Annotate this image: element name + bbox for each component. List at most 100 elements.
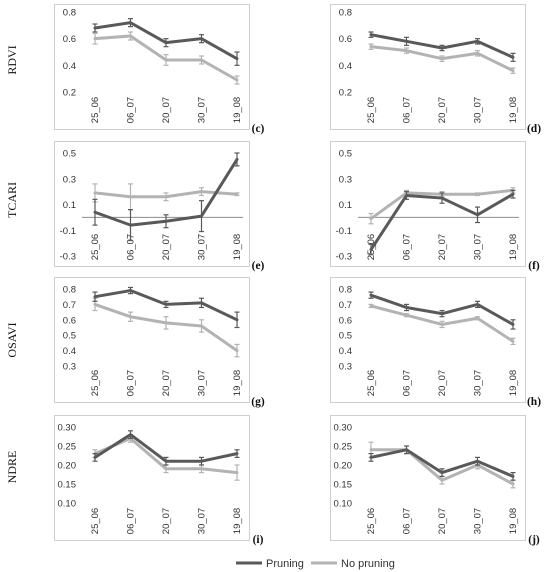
error-bar-pruning xyxy=(199,297,204,309)
error-bar-pruning xyxy=(368,31,374,38)
y-tick-label: 0.8 xyxy=(339,285,352,296)
chart-frame xyxy=(330,415,526,541)
error-bar-pruning xyxy=(510,189,516,199)
x-tick-label: 20_07 xyxy=(161,508,172,534)
error-bar-pruning xyxy=(475,456,480,466)
legend: Pruning No pruning xyxy=(236,558,395,570)
x-tick-label: 19_08 xyxy=(232,508,243,534)
chart-frame xyxy=(330,277,526,403)
panel-label: (j) xyxy=(528,534,540,546)
legend-label-pruning: Pruning xyxy=(266,558,304,570)
x-tick-label: 30_07 xyxy=(197,508,208,534)
chart-frame xyxy=(54,415,250,541)
y-tick-label: 0.10 xyxy=(58,499,77,510)
x-tick-label: 25_06 xyxy=(90,97,101,123)
chart-panel: 0.8 0.7 0.6 0.5 0.4 0.3 25_06 06_07 20_07 30_07 19… xyxy=(330,277,541,408)
x-tick-label: 25_06 xyxy=(366,370,377,396)
series-line-pruning xyxy=(369,293,515,326)
y-tick-label: 0.20 xyxy=(58,461,77,472)
x-tick-label: 06_07 xyxy=(126,234,137,260)
x-tick-label: 19_08 xyxy=(508,234,519,260)
chart-panels: 0.8 0.6 0.4 0.2 25_06 06_07 20_07 30_07 19_08 (c)… xyxy=(54,4,541,546)
error-bar-pruning xyxy=(234,449,240,458)
x-tick-label: 20_07 xyxy=(437,234,448,260)
chart-frame xyxy=(54,141,250,267)
x-tick-label: 25_06 xyxy=(90,370,101,396)
y-tick-label: 0.20 xyxy=(334,461,353,472)
y-tick-label: 0.5 xyxy=(339,149,352,160)
error-bar-no-pruning xyxy=(163,54,169,66)
panel-label: (f) xyxy=(528,260,540,272)
x-tick-label: 30_07 xyxy=(473,97,484,123)
y-tick-label: 0.25 xyxy=(58,442,77,453)
x-tick-label: 30_07 xyxy=(473,234,484,260)
y-tick-label: 0.6 xyxy=(63,315,76,326)
error-bar-pruning xyxy=(163,214,169,229)
x-tick-label: 20_07 xyxy=(161,234,172,260)
x-tick-label: 19_08 xyxy=(508,370,519,396)
error-bar-pruning xyxy=(510,52,516,62)
error-bar-no-pruning xyxy=(92,32,98,45)
error-bar-pruning xyxy=(199,200,204,233)
error-bar-pruning xyxy=(199,34,204,44)
x-tick-label: 19_08 xyxy=(232,97,243,123)
error-bar-pruning xyxy=(128,209,133,242)
error-bar-pruning xyxy=(439,468,445,477)
error-bar-no-pruning xyxy=(404,47,409,54)
error-bar-pruning xyxy=(92,453,98,462)
error-bar-pruning xyxy=(439,192,445,204)
x-tick-label: 25_06 xyxy=(366,508,377,534)
error-bar-pruning xyxy=(475,206,480,224)
y-tick-label: 0.6 xyxy=(63,34,76,45)
y-tick-label: 0.3 xyxy=(339,174,352,185)
x-tick-label: 06_07 xyxy=(402,370,413,396)
x-tick-label: 25_06 xyxy=(90,234,101,260)
x-tick-label: 30_07 xyxy=(473,370,484,396)
chart-frame xyxy=(330,4,526,130)
error-bar-pruning xyxy=(404,445,409,455)
error-bar-pruning xyxy=(439,309,445,318)
x-tick-label: 20_07 xyxy=(437,97,448,123)
panel-label: (d) xyxy=(527,123,541,135)
y-tick-label: -0.1 xyxy=(336,226,352,237)
x-tick-label: 30_07 xyxy=(197,97,208,123)
error-bar-pruning xyxy=(368,243,374,256)
row-label-osavi: OSAVI xyxy=(5,322,19,357)
error-bar-pruning xyxy=(92,198,98,226)
y-tick-label: -0.3 xyxy=(336,252,352,263)
error-bar-no-pruning xyxy=(199,319,204,333)
error-bar-pruning xyxy=(368,291,374,299)
chart-frame xyxy=(54,4,250,130)
y-tick-label: 0.30 xyxy=(334,423,353,434)
error-bar-no-pruning xyxy=(475,50,480,57)
error-bar-no-pruning xyxy=(475,192,480,197)
y-tick-label: 0.1 xyxy=(339,200,352,211)
error-bar-no-pruning xyxy=(199,55,204,65)
y-tick-label: 0.25 xyxy=(334,442,353,453)
y-tick-label: 0.8 xyxy=(339,8,352,19)
chart-panel: 0.8 0.7 0.6 0.5 0.4 0.3 25_06 06_07 20_07 30_07 19… xyxy=(54,277,265,408)
x-tick-label: 25_06 xyxy=(366,97,377,123)
panel-label: (c) xyxy=(252,123,265,135)
row-label-tcari: TCARI xyxy=(5,182,19,218)
row-labels: RDVI TCARI OSAVI NDRE xyxy=(5,45,19,483)
error-bar-pruning xyxy=(439,44,445,52)
chart-panel: 0.8 0.6 0.4 0.2 25_06 06_07 20_07 30_07 19_08 (d) xyxy=(330,4,541,135)
panel-label: (e) xyxy=(252,260,265,272)
panel-label: (g) xyxy=(251,396,265,408)
error-bar-pruning xyxy=(510,472,516,481)
y-tick-label: 0.6 xyxy=(339,315,352,326)
row-label-ndre: NDRE xyxy=(5,451,19,484)
y-tick-label: 0.2 xyxy=(63,88,76,99)
error-bar-pruning xyxy=(234,311,240,329)
x-tick-label: 19_08 xyxy=(508,508,519,534)
error-bar-pruning xyxy=(404,36,409,46)
x-tick-label: 06_07 xyxy=(126,97,137,123)
y-tick-label: 0.5 xyxy=(63,331,76,342)
error-bar-no-pruning xyxy=(163,192,169,202)
x-tick-label: 20_07 xyxy=(437,508,448,534)
error-bar-no-pruning xyxy=(368,43,374,50)
error-bar-pruning xyxy=(475,300,480,309)
y-tick-label: 0.5 xyxy=(63,149,76,160)
